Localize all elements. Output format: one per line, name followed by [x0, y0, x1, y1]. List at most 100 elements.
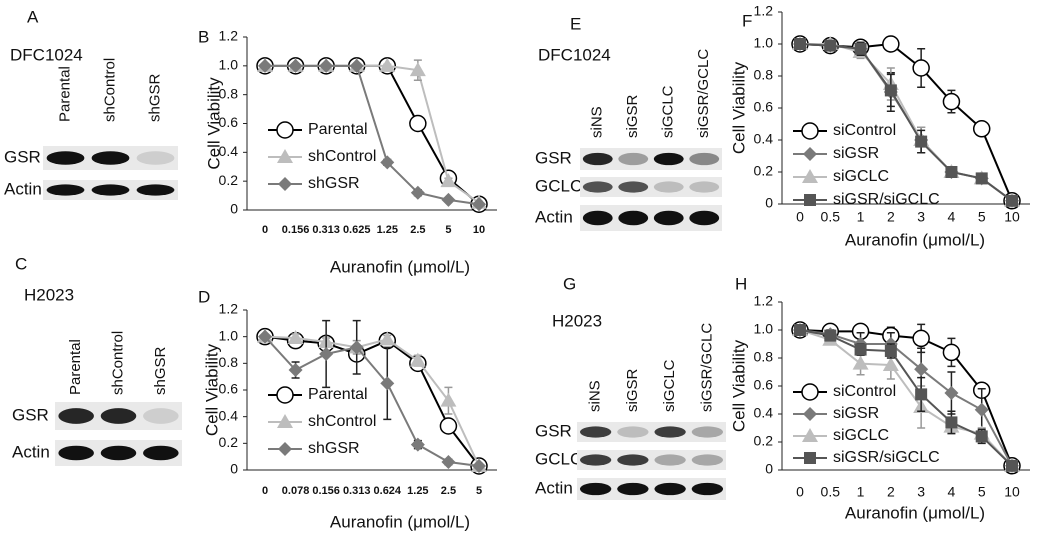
legend-marker: [276, 121, 294, 139]
y-axis-label: Cell Viability: [204, 77, 223, 170]
legend-label: shGSR: [308, 175, 360, 192]
x-axis-label: Auranofin (μmol/L): [845, 230, 985, 249]
legend-marker: [803, 407, 817, 421]
blot-band: [582, 152, 613, 166]
data-point: [852, 355, 869, 370]
blot-band: [618, 210, 649, 226]
blot-strip: [577, 422, 726, 442]
y-axis-label: Cell Viability: [729, 339, 748, 432]
y-tick-label: 0.4: [219, 143, 239, 159]
panel-label: E: [570, 14, 581, 33]
y-tick-label: 0.8: [754, 67, 774, 83]
x-tick-label: 5: [476, 485, 482, 497]
data-point: [380, 376, 395, 391]
y-tick-label: 0: [230, 461, 238, 477]
legend-label: siControl: [833, 122, 896, 139]
x-tick-label: 0: [796, 209, 804, 225]
data-point: [379, 57, 396, 72]
blot-band: [91, 184, 130, 196]
legend-label: siGCLC: [833, 168, 889, 185]
row-label: GCLC: [535, 176, 582, 195]
data-point: [409, 352, 426, 367]
x-tick-label: 0.625: [343, 224, 371, 236]
blot-band: [58, 408, 94, 424]
blot-band: [58, 445, 94, 461]
y-tick-label: 1.0: [219, 57, 239, 73]
data-point: [349, 340, 364, 355]
x-tick-label: 2.5: [410, 224, 425, 236]
data-point: [975, 430, 988, 443]
x-axis-label: Auranofin (μmol/L): [330, 257, 470, 276]
blot-band: [689, 181, 720, 193]
panel-label: D: [198, 287, 210, 306]
cell-line: H2023: [552, 311, 602, 330]
lane-label: siGCLC: [660, 85, 677, 138]
data-point: [441, 192, 456, 207]
y-tick-label: 0.2: [219, 434, 239, 450]
x-tick-label: 0.5: [821, 484, 841, 500]
data-point: [1006, 194, 1018, 207]
row-label: GSR: [12, 405, 49, 424]
data-point: [974, 402, 989, 417]
y-tick-label: 0.6: [219, 114, 239, 130]
legend-marker: [804, 452, 816, 464]
data-point: [319, 347, 334, 361]
cell-line: DFC1024: [538, 45, 611, 64]
data-point: [1006, 459, 1018, 472]
cell-line: H2023: [24, 285, 74, 304]
lane-label: Parental: [56, 66, 73, 122]
series-line: [264, 335, 480, 467]
y-tick-label: 0.8: [219, 85, 239, 101]
data-point: [409, 114, 427, 133]
legend-label: siGSR: [833, 405, 879, 422]
blot-band: [654, 482, 686, 496]
row-label: GSR: [535, 421, 572, 440]
y-tick-label: 0.4: [219, 407, 239, 423]
data-point: [854, 343, 867, 356]
data-point: [945, 166, 958, 178]
lane-label: siGSR/GCLC: [695, 49, 712, 138]
x-tick-label: 0.624: [374, 485, 402, 497]
blot-band: [654, 454, 686, 466]
y-tick-label: 0.8: [219, 354, 239, 370]
x-tick-label: 4: [948, 484, 956, 500]
legend-marker: [277, 149, 293, 163]
data-point: [288, 363, 303, 377]
data-point: [380, 155, 395, 170]
lane-label: Parental: [67, 339, 84, 395]
lane-label: shGSR: [152, 346, 169, 395]
data-point: [439, 417, 458, 435]
blot-band: [617, 482, 649, 496]
x-tick-label: 0.156: [282, 224, 310, 236]
lane-label: shControl: [101, 58, 118, 122]
blot-band: [653, 210, 684, 226]
data-point: [882, 35, 900, 53]
legend-marker: [276, 386, 294, 404]
blot-band: [579, 426, 612, 438]
y-tick-label: 1.2: [754, 3, 774, 19]
blot-band: [91, 151, 130, 165]
x-tick-label: 2: [887, 209, 895, 225]
lane-label: siGSR/GCLC: [698, 323, 715, 412]
y-tick-label: 0.2: [219, 172, 239, 188]
row-label: GSR: [4, 147, 41, 166]
blot-band: [691, 426, 724, 438]
y-tick-label: 0.4: [754, 405, 774, 421]
x-tick-label: 1.25: [377, 224, 398, 236]
data-point: [884, 345, 897, 357]
y-axis-label: Cell Viability: [729, 61, 748, 154]
y-tick-label: 1.0: [219, 327, 239, 343]
lane-label: siGSR: [624, 368, 641, 412]
data-point: [944, 386, 959, 400]
x-tick-label: 0: [262, 485, 268, 497]
row-label: GCLC: [535, 449, 582, 468]
data-point: [824, 329, 837, 342]
data-point: [472, 197, 486, 212]
blot-band: [46, 151, 85, 165]
y-tick-label: 0.8: [754, 349, 774, 365]
legend-label: siControl: [833, 383, 896, 400]
blot-band: [579, 482, 612, 496]
x-tick-label: 0.156: [312, 485, 340, 497]
y-tick-label: 0.2: [754, 433, 774, 449]
